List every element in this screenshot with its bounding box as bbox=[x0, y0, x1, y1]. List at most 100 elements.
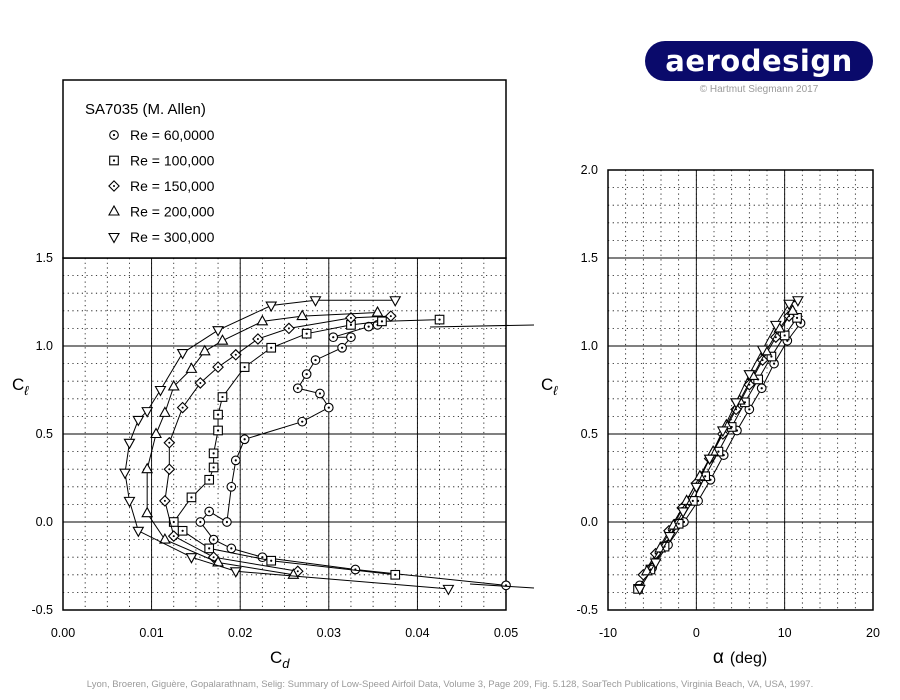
cd-data-point-2 bbox=[204, 474, 215, 485]
right-x-axis-label: α (deg) bbox=[713, 647, 767, 668]
cd-data-point-1 bbox=[323, 402, 334, 413]
cd-data-point-5 bbox=[212, 326, 224, 337]
alpha-data-point-5 bbox=[663, 532, 676, 543]
cd-data-point-5 bbox=[123, 438, 136, 450]
left-x-axis-label: Cd bbox=[270, 648, 290, 670]
cd-data-point-3 bbox=[163, 436, 176, 449]
cd-data-point-2 bbox=[266, 555, 277, 566]
legend-label-3: Re = 150,000 bbox=[130, 178, 215, 194]
cd-data-point-3 bbox=[252, 333, 264, 345]
cd-data-point-4 bbox=[371, 305, 384, 317]
cd-data-point-4 bbox=[256, 314, 269, 326]
cd-data-point-1 bbox=[297, 416, 308, 427]
cd-data-point-2 bbox=[177, 525, 188, 536]
cd-data-point-5 bbox=[265, 301, 278, 313]
cd-data-point-1 bbox=[328, 332, 339, 343]
alpha-data-point-1 bbox=[744, 404, 755, 415]
cd-data-point-1 bbox=[195, 517, 206, 527]
cd-data-point-1 bbox=[230, 455, 241, 466]
cd-data-point-4 bbox=[198, 344, 211, 356]
alpha-y-tick-label: 1.5 bbox=[581, 251, 598, 265]
cd-data-point-3 bbox=[167, 530, 180, 542]
alpha-data-point-1 bbox=[756, 383, 767, 394]
legend-title: SA7035 (M. Allen) bbox=[85, 101, 206, 118]
cd-data-point-1 bbox=[337, 342, 347, 353]
cd-data-point-4 bbox=[158, 532, 171, 544]
cd-data-point-1 bbox=[310, 355, 321, 365]
cd-data-point-2 bbox=[208, 448, 219, 459]
alpha-data-point-5 bbox=[783, 299, 796, 311]
alpha-data-point-2 bbox=[766, 351, 777, 362]
cd-re100k-extension-line bbox=[429, 324, 535, 328]
cd-data-point-3 bbox=[345, 311, 357, 324]
legend-label-4: Re = 200,000 bbox=[130, 204, 215, 220]
legend-marker-1 bbox=[109, 130, 119, 140]
alpha-data-point-5 bbox=[730, 398, 743, 409]
cd-data-point-4 bbox=[158, 406, 171, 417]
legend-label-5: Re = 300,000 bbox=[130, 229, 215, 245]
cd-data-point-1 bbox=[239, 434, 250, 445]
cd-y-tick-label: 1.0 bbox=[36, 339, 53, 353]
alpha-x-tick-label: -10 bbox=[599, 626, 617, 640]
cd-data-point-4 bbox=[296, 309, 309, 321]
cd-x-tick-label: 0.03 bbox=[317, 626, 341, 640]
cd-data-point-2 bbox=[208, 462, 219, 473]
cd-data-point-5 bbox=[176, 348, 189, 360]
alpha-data-point-5 bbox=[633, 584, 646, 596]
legend-marker-5 bbox=[108, 232, 120, 244]
cd-data-point-4 bbox=[150, 427, 162, 439]
cd-data-point-1 bbox=[501, 580, 511, 591]
cd-data-point-5 bbox=[229, 567, 242, 578]
airfoil-polar-chart: 0.00 0.01 0.02 0.03 0.04 0.05-0.50.00.51.01.5… bbox=[12, 79, 880, 670]
cd-data-point-2 bbox=[377, 316, 387, 327]
cd-data-point-3 bbox=[229, 348, 242, 361]
cd-data-point-1 bbox=[257, 552, 268, 563]
alpha-data-point-5 bbox=[743, 370, 756, 381]
cd-x-tick-label: 0.04 bbox=[405, 626, 429, 640]
cd-data-point-3 bbox=[176, 401, 189, 414]
cd-data-point-3 bbox=[194, 377, 207, 389]
cd-data-point-5 bbox=[141, 407, 154, 418]
aerodesign-logo: aerodesign bbox=[645, 41, 873, 81]
source-citation: Lyon, Broeren, Giguère, Gopalarathnam, S… bbox=[86, 679, 814, 690]
cd-data-point-3 bbox=[163, 463, 176, 476]
alpha-y-tick-label: 1.0 bbox=[581, 339, 598, 353]
cd-data-point-1 bbox=[292, 383, 303, 394]
copyright-text: © Hartmut Siegmann 2017 bbox=[699, 84, 819, 95]
legend-marker-3 bbox=[108, 180, 120, 192]
cd-data-point-1 bbox=[301, 369, 312, 380]
cd-data-point-1 bbox=[208, 534, 219, 545]
cd-y-tick-label: 0.5 bbox=[36, 427, 53, 441]
alpha-data-point-5 bbox=[716, 426, 729, 438]
cd-data-point-5 bbox=[309, 296, 322, 307]
cd-x-tick-label: 0.02 bbox=[228, 626, 252, 640]
cd-data-point-1 bbox=[315, 388, 325, 399]
cd-series-line-4 bbox=[146, 312, 378, 576]
cd-data-point-4 bbox=[141, 462, 154, 474]
alpha-y-tick-label: 2.0 bbox=[581, 163, 598, 177]
cd-data-point-2 bbox=[239, 362, 250, 372]
left-y-axis-label: Cℓ bbox=[12, 375, 29, 398]
alpha-data-point-5 bbox=[649, 558, 662, 570]
cd-re60k-extension-line bbox=[469, 583, 535, 589]
cd-data-point-4 bbox=[216, 334, 229, 345]
cd-data-point-2 bbox=[266, 342, 277, 353]
alpha-y-tick-label: 0.5 bbox=[581, 427, 598, 441]
legend-marker-2 bbox=[109, 155, 119, 166]
alpha-data-point-5 bbox=[791, 296, 804, 307]
cd-data-point-3 bbox=[384, 310, 397, 322]
cd-data-point-2 bbox=[390, 569, 401, 580]
right-y-axis-label: Cℓ bbox=[541, 375, 558, 398]
cd-data-point-1 bbox=[363, 321, 374, 332]
alpha-data-point-5 bbox=[703, 454, 716, 466]
cd-data-point-2 bbox=[434, 314, 445, 325]
cd-y-tick-label: 0.0 bbox=[36, 515, 53, 529]
cd-data-point-2 bbox=[168, 517, 179, 527]
alpha-data-point-5 bbox=[756, 345, 769, 357]
cd-data-point-2 bbox=[186, 492, 197, 503]
cd-data-point-4 bbox=[185, 362, 198, 373]
cd-data-point-3 bbox=[212, 361, 224, 373]
cd-x-tick-label: 0.00 bbox=[51, 626, 75, 640]
cd-data-point-1 bbox=[226, 481, 237, 492]
cd-y-tick-label: 1.5 bbox=[36, 251, 53, 265]
